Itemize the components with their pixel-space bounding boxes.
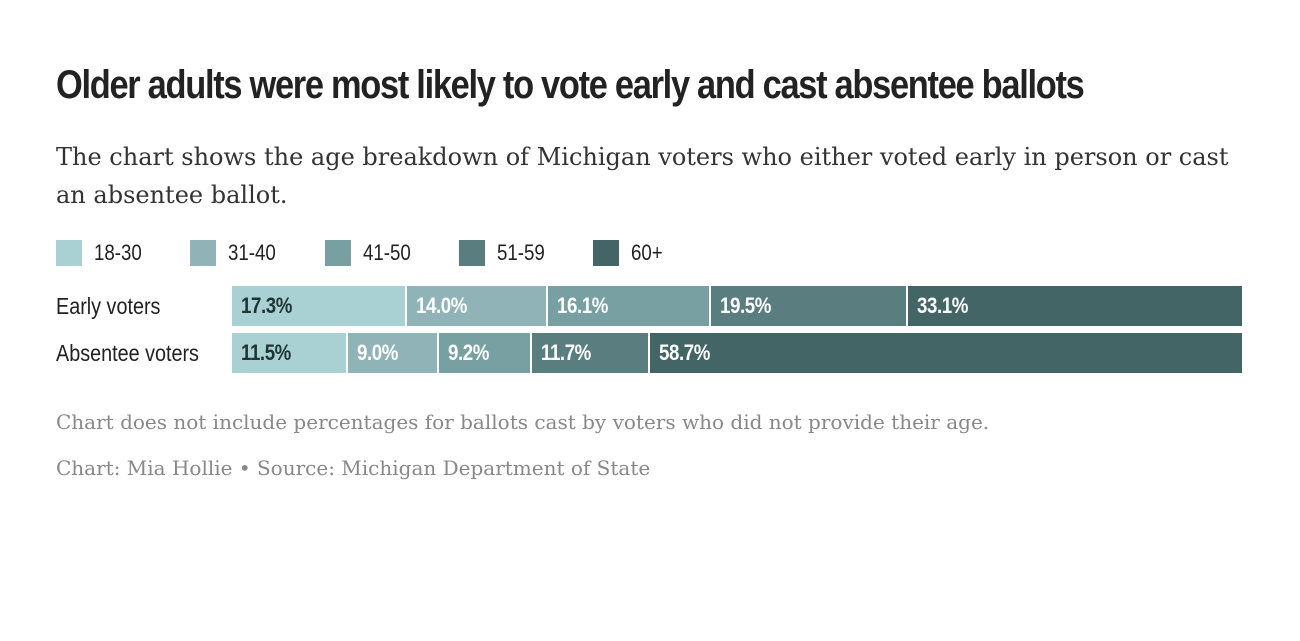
- bar-track: 11.5% 9.0% 9.2% 11.7% 58.7%: [232, 333, 1242, 373]
- data-label: 16.1%: [557, 293, 609, 318]
- legend-item: 60+: [593, 240, 668, 266]
- legend: 18-30 31-40 41-50 51-59 60+: [56, 240, 1246, 266]
- bar-track: 17.3% 14.0% 16.1% 19.5% 33.1%: [232, 286, 1242, 326]
- bar-segment-51-59: 19.5%: [710, 286, 908, 326]
- legend-item: 18-30: [56, 240, 150, 266]
- bar-segment-51-59: 11.7%: [531, 333, 650, 373]
- data-label: 9.0%: [357, 340, 398, 365]
- bar-row: Absentee voters 11.5% 9.0% 9.2% 11.7% 58.7%: [56, 333, 1246, 373]
- data-label: 58.7%: [658, 340, 710, 365]
- chart-credit: Chart: Mia Hollie • Source: Michigan Dep…: [56, 456, 651, 480]
- legend-swatch: [190, 240, 217, 266]
- chart-subtitle: The chart shows the age breakdown of Mic…: [56, 143, 1229, 209]
- bar-segment-18-30: 11.5%: [232, 333, 349, 373]
- chart-note: Chart does not include percentages for b…: [56, 410, 990, 434]
- data-label: 33.1%: [916, 293, 968, 318]
- bar-segment-41-50: 9.2%: [438, 333, 532, 373]
- legend-label: 41-50: [362, 240, 411, 265]
- data-label: 9.2%: [447, 340, 489, 365]
- stacked-bar-chart: Early voters 17.3% 14.0% 16.1% 19.5% 33.1% Abs…: [56, 286, 1246, 373]
- bar-segment-60+: 58.7%: [649, 333, 1242, 373]
- chart-title: Older adults were most likely to vote ea…: [56, 63, 1085, 107]
- legend-label: 18-30: [94, 240, 142, 265]
- data-label: 19.5%: [719, 293, 771, 318]
- data-label: 11.7%: [540, 340, 591, 365]
- legend-item: 41-50: [324, 240, 419, 266]
- data-label: 14.0%: [415, 293, 467, 318]
- category-label: Absentee voters: [56, 339, 199, 366]
- bar-segment-41-50: 16.1%: [548, 286, 711, 326]
- legend-label: 60+: [631, 240, 663, 265]
- chart-container: Older adults were most likely to vote ea…: [56, 60, 1246, 483]
- legend-swatch: [458, 240, 485, 266]
- data-label: 11.5%: [241, 340, 291, 365]
- legend-item: 51-59: [458, 240, 553, 266]
- data-label: 17.3%: [241, 293, 292, 318]
- legend-item: 31-40: [190, 240, 284, 266]
- legend-label: 51-59: [496, 240, 545, 265]
- bar-segment-31-40: 14.0%: [406, 286, 549, 326]
- legend-label: 31-40: [228, 240, 277, 265]
- bar-segment-60+: 33.1%: [907, 286, 1242, 326]
- bar-segment-31-40: 9.0%: [348, 333, 439, 373]
- legend-swatch: [56, 240, 82, 266]
- legend-swatch: [324, 240, 351, 266]
- category-label: Early voters: [56, 292, 161, 319]
- bar-segment-18-30: 17.3%: [232, 286, 407, 326]
- legend-swatch: [593, 240, 620, 266]
- bar-row: Early voters 17.3% 14.0% 16.1% 19.5% 33.1%: [56, 286, 1246, 326]
